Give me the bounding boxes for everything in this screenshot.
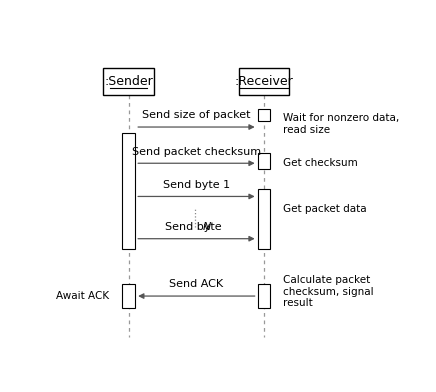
- Bar: [238, 68, 290, 95]
- Text: Get packet data: Get packet data: [283, 203, 366, 214]
- Text: Calculate packet
checksum, signal
result: Calculate packet checksum, signal result: [283, 275, 373, 308]
- Text: Wait for nonzero data,
read size: Wait for nonzero data, read size: [283, 113, 399, 135]
- Bar: [103, 68, 154, 95]
- Bar: [258, 284, 270, 308]
- Text: :Receiver: :Receiver: [235, 75, 293, 88]
- Bar: [258, 189, 270, 249]
- Bar: [123, 133, 135, 249]
- Text: Send size of packet: Send size of packet: [142, 111, 251, 120]
- Bar: [258, 109, 270, 121]
- Bar: [123, 284, 135, 308]
- Text: N: N: [202, 222, 211, 232]
- Text: Await ACK: Await ACK: [56, 291, 109, 301]
- Text: Send ACK: Send ACK: [169, 279, 224, 289]
- Text: Send packet checksum: Send packet checksum: [132, 147, 261, 157]
- Text: Send byte: Send byte: [165, 222, 225, 232]
- Bar: [258, 153, 270, 169]
- Text: Get checksum: Get checksum: [283, 158, 358, 168]
- Text: :Sender: :Sender: [105, 75, 153, 88]
- Text: Send byte 1: Send byte 1: [163, 180, 230, 190]
